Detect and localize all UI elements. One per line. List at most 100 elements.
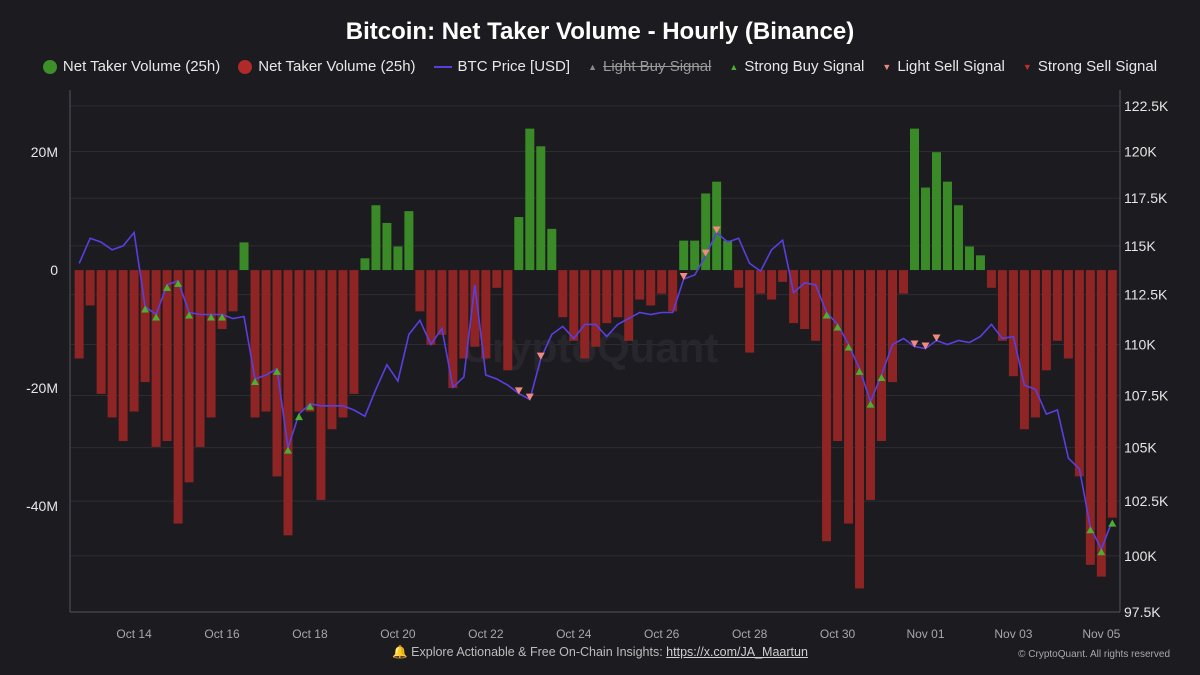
volume-bar-negative xyxy=(855,270,865,589)
volume-bar-negative xyxy=(789,270,799,324)
volume-bar-positive xyxy=(964,246,974,271)
legend-item-light-sell[interactable]: ▼ Light Sell Signal xyxy=(882,58,1005,75)
volume-bar-positive xyxy=(953,205,963,271)
light-sell-signal xyxy=(679,272,688,280)
volume-bar-negative xyxy=(569,270,579,341)
y-right-tick-label: 117.5K xyxy=(1124,190,1168,206)
strong-buy-signal xyxy=(283,446,292,454)
legend-label: Strong Sell Signal xyxy=(1037,58,1158,75)
x-tick-label: Oct 22 xyxy=(468,627,504,641)
x-tick-label: Oct 20 xyxy=(380,627,416,641)
volume-bar-negative xyxy=(305,270,315,412)
volume-bar-positive xyxy=(536,146,546,271)
volume-bar-negative xyxy=(327,270,337,430)
volume-bar-negative xyxy=(173,270,183,524)
triangle-down-icon: ▼ xyxy=(882,61,892,72)
volume-bar-negative xyxy=(1085,270,1095,565)
light-sell-signal xyxy=(712,226,721,234)
axes: 20M 0 -20M -40M 122.5K 120K 117.5K 115K 112.5K 11… xyxy=(26,90,1169,641)
volume-bar-positive xyxy=(712,181,722,271)
legend: Net Taker Volume (25h) Net Taker Volume … xyxy=(0,58,1200,75)
strong-buy-signal xyxy=(207,313,216,321)
triangle-up-icon: ▲ xyxy=(729,61,739,72)
volume-bar-negative xyxy=(822,270,832,542)
volume-bar-positive xyxy=(942,181,952,271)
volume-bar-negative xyxy=(206,270,216,418)
legend-item-strong-sell[interactable]: ▼ Strong Sell Signal xyxy=(1023,58,1157,75)
strong-buy-signal xyxy=(833,323,842,331)
volume-bars xyxy=(74,128,1117,589)
chart-title: Bitcoin: Net Taker Volume - Hourly (Bina… xyxy=(345,18,855,45)
volume-bar-negative xyxy=(217,270,227,330)
y-left-tick-label: 0 xyxy=(50,262,58,278)
strong-buy-signal xyxy=(152,313,161,321)
watermark: CryptoQuant xyxy=(462,324,719,371)
volume-bar-negative xyxy=(448,270,458,388)
volume-bar-negative xyxy=(228,270,238,312)
legend-label: Strong Buy Signal xyxy=(744,58,865,75)
x-tick-label: Oct 14 xyxy=(116,627,152,641)
strong-buy-signal xyxy=(877,373,886,381)
y-right-tick-label: 107.5K xyxy=(1124,387,1169,403)
strong-buy-signal xyxy=(218,313,227,321)
volume-bar-positive xyxy=(239,242,249,271)
volume-bar-negative xyxy=(1107,270,1117,518)
y-right-tick-label: 120K xyxy=(1124,144,1157,160)
copyright: © CryptoQuant. All rights reserved xyxy=(1018,649,1170,660)
volume-bar-negative xyxy=(74,270,84,359)
volume-bar-negative xyxy=(811,270,821,341)
volume-bar-negative xyxy=(415,270,425,312)
footer-text: Explore Actionable & Free On-Chain Insig… xyxy=(411,645,663,659)
legend-item-btc-price[interactable]: BTC Price [USD] xyxy=(433,58,571,75)
y-left-tick-label: -40M xyxy=(26,498,58,514)
legend-item-strong-buy[interactable]: ▲ Strong Buy Signal xyxy=(729,58,864,75)
y-left-tick-label: -20M xyxy=(26,380,58,396)
volume-bar-negative xyxy=(85,270,95,306)
light-sell-signal xyxy=(910,340,919,348)
volume-bar-negative xyxy=(734,270,744,288)
legend-item-light-buy[interactable]: ▲ Light Buy Signal xyxy=(588,58,711,75)
x-tick-label: Oct 30 xyxy=(820,627,856,641)
x-tick-label: Oct 16 xyxy=(204,627,240,641)
volume-bar-positive xyxy=(723,240,733,271)
legend-label: BTC Price [USD] xyxy=(457,58,571,75)
volume-bar-negative xyxy=(151,270,161,447)
volume-bar-negative xyxy=(657,270,667,294)
volume-bar-negative xyxy=(624,270,634,341)
legend-item-volume-negative[interactable]: Net Taker Volume (25h) xyxy=(238,58,416,75)
light-sell-signal xyxy=(921,342,930,350)
volume-bar-negative xyxy=(844,270,854,524)
volume-bar-negative xyxy=(997,270,1007,341)
light-sell-signal xyxy=(536,352,545,360)
volume-bar-negative xyxy=(184,270,194,483)
strong-buy-signal xyxy=(1097,548,1106,556)
y-right-tick-label: 100K xyxy=(1124,548,1157,564)
legend-item-volume-positive[interactable]: Net Taker Volume (25h) xyxy=(42,58,220,75)
x-tick-label: Nov 05 xyxy=(1082,627,1120,641)
strong-buy-signal xyxy=(174,279,183,287)
footer-link[interactable]: https://x.com/JA_Maartun xyxy=(666,645,808,659)
volume-bar-negative xyxy=(470,270,480,347)
volume-bar-negative xyxy=(1030,270,1040,418)
volume-bar-negative xyxy=(833,270,843,442)
volume-bar-negative xyxy=(294,270,304,412)
volume-bar-negative xyxy=(866,270,876,500)
volume-bar-positive xyxy=(547,228,557,271)
volume-bar-negative xyxy=(1096,270,1106,577)
volume-bar-negative xyxy=(899,270,909,294)
strong-buy-signal xyxy=(844,343,853,351)
bell-icon: 🔔 xyxy=(392,645,408,659)
volume-bar-negative xyxy=(888,270,898,383)
volume-bar-negative xyxy=(745,270,755,353)
volume-bar-negative xyxy=(613,270,623,318)
volume-bar-positive xyxy=(514,217,524,271)
volume-bar-negative xyxy=(459,270,469,359)
volume-bar-negative xyxy=(118,270,128,442)
volume-bar-negative xyxy=(646,270,656,306)
volume-bar-negative xyxy=(558,270,568,318)
y-right-tick-label: 110K xyxy=(1124,337,1156,353)
volume-bar-negative xyxy=(107,270,117,418)
volume-bar-negative xyxy=(756,270,766,294)
volume-bar-negative xyxy=(778,270,788,282)
line-icon xyxy=(433,65,452,68)
